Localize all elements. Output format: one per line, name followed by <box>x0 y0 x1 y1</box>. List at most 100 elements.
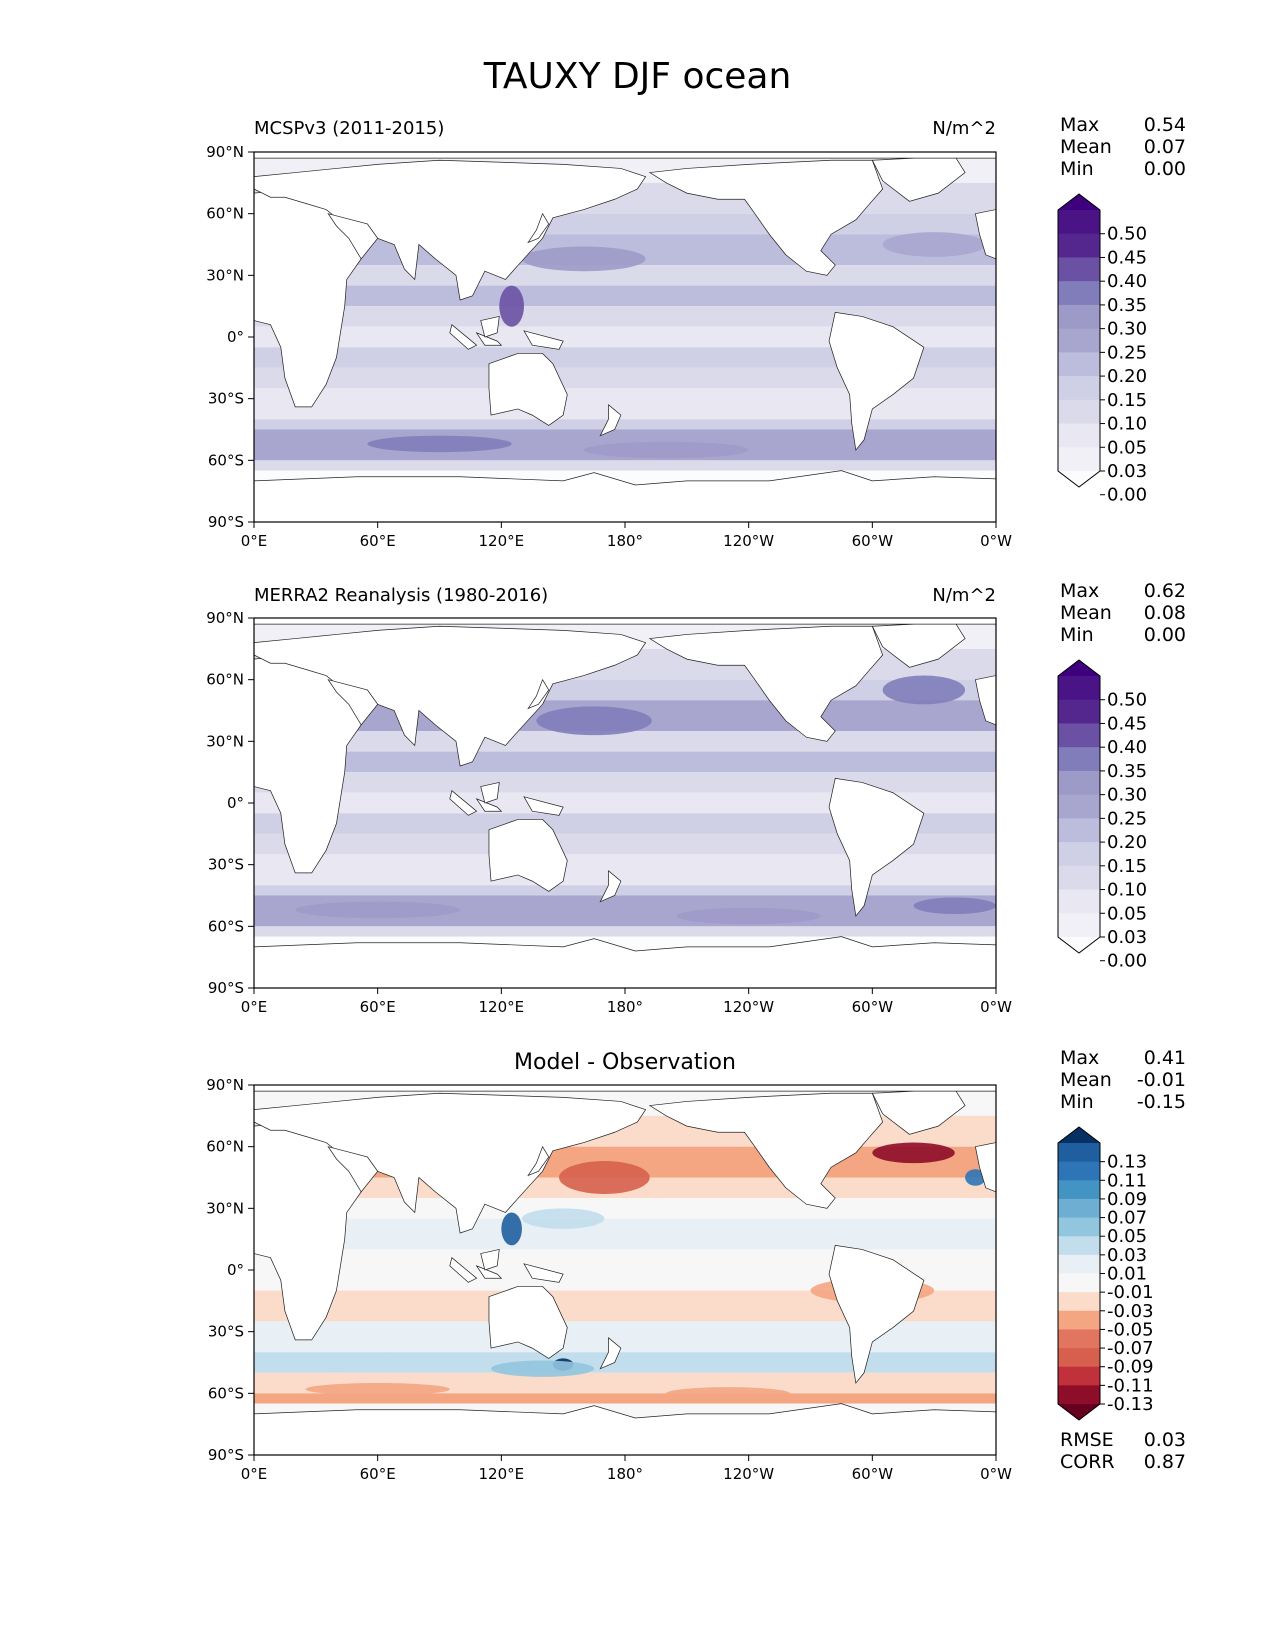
colorbar-tick-label: 0.05 <box>1107 437 1147 458</box>
metric-label: CORR <box>1060 1451 1115 1473</box>
field-band <box>254 885 996 896</box>
colorbar-swatch <box>1058 447 1100 472</box>
stat-label: Min <box>1060 1091 1094 1113</box>
y-tick-label: 60°S <box>208 917 244 935</box>
colorbar-swatch <box>1058 1143 1100 1163</box>
stat-label: Mean <box>1060 602 1112 624</box>
field-band <box>254 1352 996 1373</box>
stat-label: Max <box>1060 114 1099 136</box>
y-tick-label: 30°S <box>208 856 244 874</box>
field-feature <box>882 232 986 257</box>
colorbar-tick-label: 0.03 <box>1107 1245 1147 1266</box>
colorbar-extend-top <box>1058 1127 1100 1143</box>
stat-label: Mean <box>1060 1069 1112 1091</box>
stat-label: Max <box>1060 580 1099 602</box>
colorbar-tick-label: -0.07 <box>1107 1338 1154 1359</box>
colorbar-swatch <box>1058 913 1100 938</box>
x-tick-label: 180° <box>607 532 643 550</box>
colorbar-tick-label: 0.15 <box>1107 390 1147 411</box>
colorbar-tick-label: 0.15 <box>1107 856 1147 877</box>
colorbar-swatch <box>1058 699 1100 724</box>
colorbar-swatch <box>1058 842 1100 867</box>
field-band <box>254 347 996 368</box>
y-tick-label: 90°N <box>206 143 244 161</box>
colorbar-tick-label: 0.50 <box>1107 690 1147 711</box>
x-tick-label: 180° <box>607 1465 643 1483</box>
colorbar-tick-label: -0.11 <box>1107 1375 1154 1396</box>
y-tick-label: 60°S <box>208 451 244 469</box>
y-tick-label: 90°N <box>206 1076 244 1094</box>
field-feature <box>965 1169 986 1186</box>
y-tick-label: 30°N <box>206 732 244 750</box>
colorbar-swatch <box>1058 1161 1100 1181</box>
y-tick-label: 90°S <box>208 979 244 997</box>
colorbar-tick-label: 0.05 <box>1107 1226 1147 1247</box>
stat-value: 0.08 <box>1144 602 1186 624</box>
colorbar-swatch <box>1058 376 1100 401</box>
colorbar-swatch <box>1058 1329 1100 1349</box>
colorbar-swatch <box>1058 1310 1100 1330</box>
map-panel-2: 0°E 60°E 120°E 180° 120°W 60°W 0°W 90°N 60°N 30°N… <box>206 580 1186 1016</box>
colorbar-swatch <box>1058 747 1100 772</box>
stat-value: 0.54 <box>1144 114 1186 136</box>
colorbar-tick-label: 0.03 <box>1107 927 1147 948</box>
panel-title: MCSPv3 (2011-2015) <box>254 118 444 139</box>
field-band <box>254 367 996 389</box>
colorbar-swatch <box>1058 328 1100 353</box>
y-tick-label: 0° <box>227 328 244 346</box>
stat-value: 0.41 <box>1144 1047 1186 1069</box>
colorbar-tick-label: 0.40 <box>1107 271 1147 292</box>
stat-value: 0.00 <box>1144 158 1186 180</box>
x-tick-label: 0°E <box>241 998 268 1016</box>
stat-value: -0.15 <box>1137 1091 1186 1113</box>
field-feature <box>583 441 749 459</box>
colorbar-tick-label: 0.45 <box>1107 713 1147 734</box>
x-tick-label: 120°E <box>479 998 525 1016</box>
colorbar-extend-bottom <box>1058 1404 1100 1420</box>
field-feature <box>666 1387 790 1400</box>
colorbar-tick-label: -0.03 <box>1107 1301 1154 1322</box>
colorbar-tick-label: -0.09 <box>1107 1357 1154 1378</box>
field-feature <box>913 897 996 914</box>
colorbar-tick-label: 0.40 <box>1107 737 1147 758</box>
x-tick-label: 60°W <box>852 532 894 550</box>
colorbar-swatch <box>1058 794 1100 819</box>
y-tick-label: 30°N <box>206 266 244 284</box>
field-band <box>254 285 996 307</box>
field-band <box>254 833 996 855</box>
colorbar-tick-label: 0.50 <box>1107 224 1147 245</box>
colorbar-tick-label: -0.01 <box>1107 1282 1154 1303</box>
colorbar-swatch <box>1058 1236 1100 1256</box>
colorbar-tick-label: 0.00 <box>1107 485 1147 506</box>
colorbar-tick-label: 0.10 <box>1107 880 1147 901</box>
stat-value: -0.01 <box>1137 1069 1186 1091</box>
field-band <box>254 926 996 937</box>
colorbar-tick-label: 0.25 <box>1107 342 1147 363</box>
colorbar-swatch <box>1058 1385 1100 1405</box>
colorbar-extend-bottom <box>1058 937 1100 953</box>
y-tick-label: 60°N <box>206 671 244 689</box>
y-tick-label: 60°N <box>206 1138 244 1156</box>
colorbar-swatch <box>1058 1254 1100 1274</box>
colorbar-tick-label: 0.20 <box>1107 832 1147 853</box>
x-tick-label: 60°W <box>852 1465 894 1483</box>
panel-units: N/m^2 <box>932 585 996 606</box>
figure-title: TAUXY DJF ocean <box>483 56 792 97</box>
stat-label: Mean <box>1060 136 1112 158</box>
colorbar-tick-label: 0.35 <box>1107 761 1147 782</box>
colorbar-tick-label: 0.01 <box>1107 1264 1147 1285</box>
x-tick-label: 60°E <box>360 1465 396 1483</box>
colorbar-swatch <box>1058 1180 1100 1200</box>
x-tick-label: 120°E <box>479 532 525 550</box>
colorbar-tick-label: 0.13 <box>1107 1152 1147 1173</box>
field-feature <box>499 285 525 327</box>
y-tick-label: 90°N <box>206 609 244 627</box>
stat-value: 0.00 <box>1144 624 1186 646</box>
colorbar-swatch <box>1058 423 1100 448</box>
x-tick-label: 60°W <box>852 998 894 1016</box>
y-tick-label: 90°S <box>208 1446 244 1464</box>
colorbar: 0.500.45 0.40 0.35 0.300.25 0.20 0.15 0.100.05… <box>1057 659 1147 972</box>
y-tick-label: 90°S <box>208 513 244 531</box>
field-feature <box>305 1383 450 1396</box>
